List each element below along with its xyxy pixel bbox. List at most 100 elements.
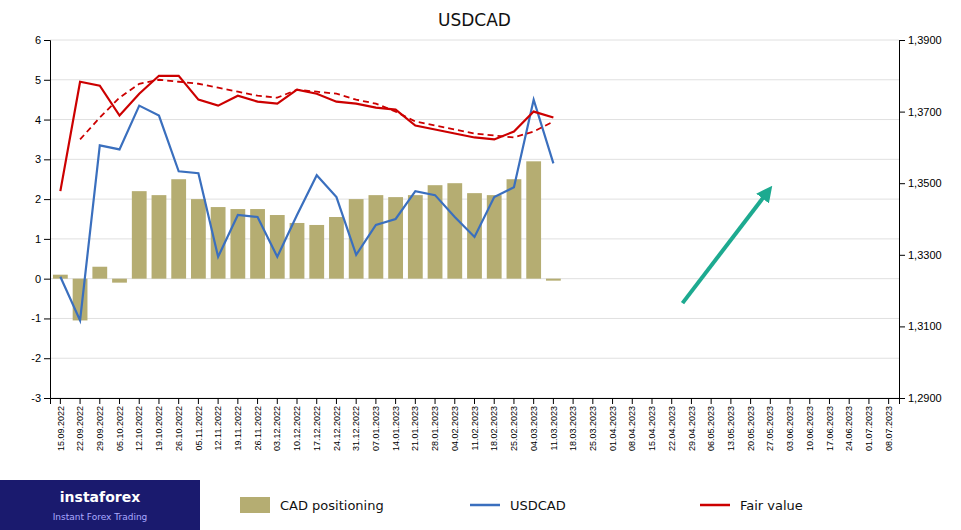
tick-mark [139, 398, 140, 404]
tick-mark [829, 398, 830, 404]
tick-mark [44, 239, 50, 240]
tick-mark [44, 80, 50, 81]
tick-label: 11.03.2023 [549, 406, 559, 450]
grid-line [50, 318, 899, 319]
bar [250, 209, 265, 279]
y-tick: -2 [31, 352, 50, 364]
x-tick: 22.09.2022 [75, 398, 85, 451]
tick-mark [750, 398, 751, 404]
x-tick: 18.02.2023 [489, 398, 499, 451]
tick-label: 24.12.2022 [332, 406, 342, 451]
y-tick: -1 [31, 312, 50, 324]
bar [388, 197, 403, 279]
x-tick: 03.12.2022 [272, 398, 282, 451]
legend: CAD positioningUSDCADFair value [240, 497, 803, 513]
tick-mark [44, 398, 50, 399]
tick-mark [44, 358, 50, 359]
bar [368, 195, 383, 279]
bar [408, 195, 423, 279]
tick-label: 5 [35, 74, 41, 86]
x-tick: 04.02.2023 [450, 398, 460, 451]
bar [546, 279, 561, 281]
tick-mark [237, 398, 238, 404]
plot-area: 15.09.202222.09.202229.09.202205.10.2022… [31, 34, 941, 451]
tick-mark [474, 398, 475, 404]
x-tick: 26.11.2022 [253, 398, 263, 450]
tick-label: 03.12.2022 [272, 406, 282, 451]
tick-label: 01.07.2023 [864, 406, 874, 451]
tick-label: 28.01.2023 [430, 406, 440, 451]
line [60, 100, 553, 321]
legend-label: Fair value [740, 498, 803, 513]
tick-mark [454, 398, 455, 404]
x-tick: 11.02.2023 [470, 398, 480, 450]
x-tick: 27.05.2023 [765, 398, 775, 451]
x-tick: 05.11.2022 [194, 398, 204, 450]
tick-label: 6 [35, 34, 41, 46]
x-tick: 20.05.2023 [746, 398, 756, 451]
tick-mark [336, 398, 337, 404]
tick-label: 08.04.2023 [627, 406, 637, 451]
y-tick: -3 [31, 392, 50, 404]
tick-label: -2 [31, 352, 41, 364]
tick-label: 29.04.2023 [687, 406, 697, 451]
bar [132, 191, 147, 279]
annotation: Instant Forex Trading [53, 512, 148, 522]
axis-line [900, 41, 906, 399]
tick-mark [158, 398, 159, 404]
tick-mark [119, 398, 120, 404]
y-tick: 6 [35, 34, 50, 46]
tick-label: 04.02.2023 [450, 406, 460, 451]
grid-line [50, 159, 899, 160]
tick-mark [790, 398, 791, 404]
tick-label: 26.11.2022 [253, 406, 263, 450]
x-tick: 18.03.2023 [568, 398, 578, 451]
x-tick: 08.07.2023 [884, 398, 894, 451]
tick-label: 22.04.2023 [667, 406, 677, 451]
x-tick: 01.07.2023 [864, 398, 874, 451]
tick-label: -1 [31, 312, 41, 324]
x-tick: 11.03.2023 [549, 398, 559, 450]
tick-mark [849, 398, 850, 404]
tick-mark [899, 112, 905, 113]
tick-label: 17.06.2023 [825, 406, 835, 451]
grid-line [50, 358, 899, 359]
x-tick: 06.05.2023 [706, 398, 716, 451]
x-tick: 07.01.2023 [371, 398, 381, 451]
axis-line [44, 41, 51, 399]
tick-mark [632, 398, 633, 404]
tick-label: 06.05.2023 [706, 406, 716, 451]
tick-label: 05.10.2022 [115, 406, 125, 451]
tick-mark [356, 398, 357, 404]
x-tick: 24.12.2022 [332, 398, 342, 451]
chart: 15.09.202222.09.202229.09.202205.10.2022… [0, 0, 961, 530]
x-tick: 29.04.2023 [687, 398, 697, 451]
tick-mark [99, 398, 100, 404]
legend-swatch [700, 504, 730, 507]
x-tick: 22.04.2023 [667, 398, 677, 451]
tick-label: 3 [35, 153, 41, 165]
tick-label: 0 [35, 273, 41, 285]
y-tick: 0 [35, 273, 50, 285]
tick-label: -3 [31, 392, 41, 404]
tick-mark [711, 398, 712, 404]
x-tick: 29.09.2022 [95, 398, 105, 451]
x-tick: 19.11.2022 [233, 398, 243, 450]
tick-label: 14.01.2023 [391, 406, 401, 451]
tick-mark [899, 326, 905, 327]
tick-mark [44, 120, 50, 121]
tick-mark [44, 199, 50, 200]
tick-mark [80, 398, 81, 404]
tick-label: 12.10.2022 [134, 406, 144, 451]
y-tick: 1 [35, 233, 50, 245]
tick-label: 11.02.2023 [470, 406, 480, 450]
tick-label: 17.12.2022 [312, 406, 322, 451]
y2-tick: 1,3500 [899, 177, 942, 189]
tick-mark [178, 398, 179, 404]
tick-mark [671, 398, 672, 404]
bar [507, 179, 522, 278]
tick-label: 24.06.2023 [844, 406, 854, 451]
tick-mark [592, 398, 593, 404]
bar [112, 279, 127, 283]
legend-label: CAD positioning [280, 498, 384, 513]
